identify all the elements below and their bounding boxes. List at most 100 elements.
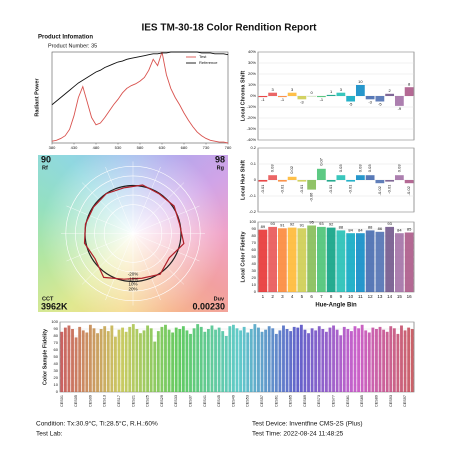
series-line <box>51 51 229 144</box>
bar <box>335 329 339 392</box>
data-label: -3 <box>368 99 372 104</box>
bar <box>346 180 356 182</box>
bar <box>239 330 243 392</box>
bar <box>316 226 326 292</box>
y-axis-label: Color Sample Fidelity <box>42 328 48 385</box>
bar <box>142 330 146 392</box>
bin-divider <box>66 205 134 234</box>
bar <box>365 96 375 100</box>
bar <box>277 228 287 292</box>
x-tick-label: CES37 <box>189 395 193 407</box>
y-axis-label: Local Hue Shift <box>240 160 246 200</box>
bar <box>287 227 297 292</box>
bar <box>317 326 321 392</box>
bar <box>146 325 150 392</box>
bar <box>113 336 117 392</box>
y-tick-label: 10 <box>252 282 257 287</box>
y-tick-label: 100 <box>249 219 256 224</box>
bar <box>268 175 278 180</box>
bar <box>249 329 253 392</box>
bar <box>378 326 382 392</box>
bar <box>92 328 96 392</box>
bar <box>287 176 297 180</box>
y-tick-label: 80 <box>252 233 257 238</box>
rg: 98 <box>215 154 225 164</box>
bar <box>106 331 110 392</box>
bar <box>346 233 356 292</box>
bar <box>382 329 386 392</box>
bar <box>242 326 246 392</box>
bin-divider <box>132 233 200 262</box>
bar <box>81 330 85 392</box>
data-label: 0.03 <box>270 164 275 173</box>
x-tick-label: CES25 <box>146 395 150 407</box>
data-label: 3 <box>291 87 294 92</box>
x-tick-label: CES69 <box>303 395 307 407</box>
bar <box>410 329 414 392</box>
x-tick-label: CES77 <box>332 395 336 407</box>
bar <box>385 331 389 392</box>
bar <box>199 326 203 392</box>
x-tick-label: CES49 <box>231 395 235 407</box>
bar <box>316 96 326 98</box>
bar <box>326 180 336 182</box>
x-tick-label: 680 <box>181 145 188 150</box>
data-label: 95 <box>309 220 314 225</box>
y-tick-label: -40% <box>247 137 257 142</box>
x-tick-label: 530 <box>115 145 122 150</box>
bar <box>96 333 99 392</box>
bar <box>303 329 307 392</box>
x-tick-label: CES73 <box>317 395 321 407</box>
bin-divider <box>132 205 200 234</box>
ring-label: 10% <box>128 281 137 286</box>
x-tick-label: 430 <box>71 145 78 150</box>
bar <box>326 94 336 96</box>
bar <box>121 327 125 392</box>
y-tick-label: 0.2 <box>250 145 256 150</box>
bar <box>282 325 285 392</box>
bar <box>404 180 414 184</box>
legend-label: Reference <box>199 60 218 65</box>
bar <box>189 333 192 392</box>
bar <box>297 228 307 292</box>
data-label: -0.06 <box>309 192 314 202</box>
x-tick-label: CES21 <box>131 395 135 407</box>
bar <box>246 332 250 392</box>
ring-label: -20% <box>128 271 139 276</box>
bar <box>258 229 268 292</box>
product-number: Product Number: 35 <box>48 43 97 49</box>
test-lab: Test Lab: <box>36 431 63 438</box>
data-label: 0.03 <box>367 164 372 173</box>
x-tick-label: CES81 <box>346 395 350 407</box>
x-tick-label: CES85 <box>360 395 364 407</box>
data-label: -0.02 <box>406 185 411 195</box>
bin-divider <box>81 233 134 285</box>
series-line <box>51 51 229 106</box>
x-tick-label: 16 <box>407 294 413 299</box>
bar <box>74 337 78 392</box>
data-label: -0.01 <box>387 184 392 194</box>
data-label: 0.03 <box>396 164 401 173</box>
x-tick-label: CES41 <box>203 395 207 407</box>
bar <box>167 329 171 392</box>
bin-divider <box>132 233 185 285</box>
bar <box>355 175 365 180</box>
data-label: 84 <box>358 227 363 232</box>
y-tick-label: 0 <box>56 389 59 394</box>
bar <box>228 326 232 392</box>
bar <box>355 233 365 292</box>
bar <box>277 180 287 182</box>
y-tick-label: -0.1 <box>249 193 257 198</box>
y-tick-label: 90 <box>54 326 59 331</box>
bar <box>355 85 365 96</box>
bar <box>385 93 395 96</box>
bar <box>385 180 395 182</box>
data-label: 0.07 <box>318 157 323 166</box>
y-tick-label: 70 <box>252 240 257 245</box>
bar <box>258 180 268 182</box>
data-label: 93 <box>319 221 324 226</box>
bar <box>328 327 332 392</box>
duv-label: Duv <box>214 296 225 302</box>
x-tick-label: 1 <box>262 294 265 299</box>
